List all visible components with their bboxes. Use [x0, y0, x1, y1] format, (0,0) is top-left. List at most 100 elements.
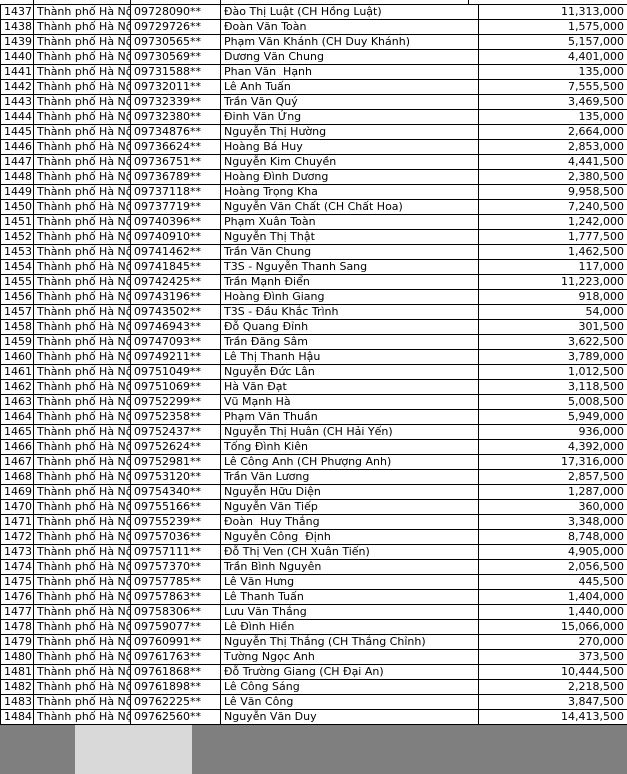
cell-row-number[interactable]: 1463 [0, 394, 34, 410]
cell-phone[interactable]: 09730565** [130, 34, 221, 50]
cell-province[interactable]: Thành phố Hà Nộ [33, 709, 131, 725]
cell-row-number[interactable]: 1465 [0, 424, 34, 440]
cell-province[interactable]: Thành phố Hà Nộ [33, 79, 131, 95]
cell-province[interactable]: Thành phố Hà Nộ [33, 409, 131, 425]
cell-customer-name[interactable]: Phạm Văn Thuần [220, 409, 479, 425]
cell-row-number[interactable]: 1455 [0, 274, 34, 290]
cell-amount[interactable]: 301,500 [478, 319, 627, 335]
cell-amount[interactable]: 936,000 [478, 424, 627, 440]
cell-row-number[interactable]: 1470 [0, 499, 34, 515]
cell-phone[interactable]: 09743502** [130, 304, 221, 320]
cell-row-number[interactable]: 1437 [0, 4, 34, 20]
cell-customer-name[interactable]: Đinh Văn Ứng [220, 109, 479, 125]
cell-phone[interactable]: 09761763** [130, 649, 221, 665]
cell-phone[interactable]: 09734876** [130, 124, 221, 140]
cell-phone[interactable]: 09736624** [130, 139, 221, 155]
cell-phone[interactable]: 09741845** [130, 259, 221, 275]
cell-amount[interactable]: 14,413,500 [478, 709, 627, 725]
cell-row-number[interactable]: 1476 [0, 589, 34, 605]
cell-row-number[interactable]: 1471 [0, 514, 34, 530]
cell-row-number[interactable]: 1472 [0, 529, 34, 545]
cell-phone[interactable]: 09762560** [130, 709, 221, 725]
cell-customer-name[interactable]: Dương Văn Chung [220, 49, 479, 65]
cell-phone[interactable]: 09729726** [130, 19, 221, 35]
cell-row-number[interactable]: 1483 [0, 694, 34, 710]
cell-province[interactable]: Thành phố Hà Nộ [33, 214, 131, 230]
cell-row-number[interactable]: 1438 [0, 19, 34, 35]
cell-phone[interactable]: 09752299** [130, 394, 221, 410]
cell-phone[interactable]: 09742425** [130, 274, 221, 290]
cell-amount[interactable]: 1,287,000 [478, 484, 627, 500]
cell-phone[interactable]: 09752624** [130, 439, 221, 455]
cell-province[interactable]: Thành phố Hà Nộ [33, 529, 131, 545]
cell-customer-name[interactable]: Hoàng Đình Dương [220, 169, 479, 185]
cell-phone[interactable]: 09754340** [130, 484, 221, 500]
cell-row-number[interactable]: 1473 [0, 544, 34, 560]
cell-phone[interactable]: 09759077** [130, 619, 221, 635]
cell-phone[interactable]: 09732011** [130, 79, 221, 95]
cell-customer-name[interactable]: Phạm Văn Khánh (CH Duy Khánh) [220, 34, 479, 50]
cell-amount[interactable]: 117,000 [478, 259, 627, 275]
cell-province[interactable]: Thành phố Hà Nộ [33, 574, 131, 590]
cell-amount[interactable]: 5,949,000 [478, 409, 627, 425]
cell-province[interactable]: Thành phố Hà Nộ [33, 349, 131, 365]
cell-amount[interactable]: 135,000 [478, 109, 627, 125]
cell-phone[interactable]: 09732380** [130, 109, 221, 125]
cell-province[interactable]: Thành phố Hà Nộ [33, 94, 131, 110]
cell-row-number[interactable]: 1442 [0, 79, 34, 95]
cell-customer-name[interactable]: Nguyễn Hữu Diện [220, 484, 479, 500]
cell-province[interactable]: Thành phố Hà Nộ [33, 589, 131, 605]
cell-phone[interactable]: 09751049** [130, 364, 221, 380]
cell-row-number[interactable]: 1479 [0, 634, 34, 650]
cell-province[interactable]: Thành phố Hà Nộ [33, 364, 131, 380]
cell-customer-name[interactable]: Nguyễn Kim Chuyền [220, 154, 479, 170]
cell-province[interactable]: Thành phố Hà Nộ [33, 604, 131, 620]
cell-phone[interactable]: 09737118** [130, 184, 221, 200]
cell-province[interactable]: Thành phố Hà Nộ [33, 334, 131, 350]
cell-customer-name[interactable]: Hoàng Trọng Kha [220, 184, 479, 200]
cell-amount[interactable]: 1,462,500 [478, 244, 627, 260]
cell-row-number[interactable]: 1447 [0, 154, 34, 170]
cell-amount[interactable]: 1,575,000 [478, 19, 627, 35]
cell-phone[interactable]: 09746943** [130, 319, 221, 335]
cell-amount[interactable]: 3,118,500 [478, 379, 627, 395]
cell-province[interactable]: Thành phố Hà Nộ [33, 499, 131, 515]
cell-phone[interactable]: 09760991** [130, 634, 221, 650]
cell-phone[interactable]: 09743196** [130, 289, 221, 305]
cell-customer-name[interactable]: Lê Công Sáng [220, 679, 479, 695]
cell-customer-name[interactable]: Nguyễn Công Định [220, 529, 479, 545]
cell-phone[interactable]: 09757111** [130, 544, 221, 560]
cell-phone[interactable]: 09755166** [130, 499, 221, 515]
cell-row-number[interactable]: 1480 [0, 649, 34, 665]
cell-row-number[interactable]: 1468 [0, 469, 34, 485]
cell-row-number[interactable]: 1446 [0, 139, 34, 155]
cell-phone[interactable]: 09757785** [130, 574, 221, 590]
cell-row-number[interactable]: 1469 [0, 484, 34, 500]
cell-amount[interactable]: 4,905,000 [478, 544, 627, 560]
cell-province[interactable]: Thành phố Hà Nộ [33, 394, 131, 410]
cell-province[interactable]: Thành phố Hà Nộ [33, 19, 131, 35]
cell-customer-name[interactable]: T3S - Đầu Khắc Trình [220, 304, 479, 320]
cell-province[interactable]: Thành phố Hà Nộ [33, 649, 131, 665]
cell-amount[interactable]: 4,441,500 [478, 154, 627, 170]
cell-province[interactable]: Thành phố Hà Nộ [33, 304, 131, 320]
cell-province[interactable]: Thành phố Hà Nộ [33, 199, 131, 215]
cell-amount[interactable]: 2,056,500 [478, 559, 627, 575]
cell-phone[interactable]: 09752981** [130, 454, 221, 470]
cell-customer-name[interactable]: Nguyễn Thị Thắng (CH Thắng Chỉnh) [220, 634, 479, 650]
cell-phone[interactable]: 09747093** [130, 334, 221, 350]
cell-customer-name[interactable]: Nguyễn Thị Hường [220, 124, 479, 140]
cell-province[interactable]: Thành phố Hà Nộ [33, 559, 131, 575]
cell-phone[interactable]: 09736789** [130, 169, 221, 185]
cell-amount[interactable]: 7,555,500 [478, 79, 627, 95]
cell-amount[interactable]: 3,622,500 [478, 334, 627, 350]
cell-amount[interactable]: 1,012,500 [478, 364, 627, 380]
cell-amount[interactable]: 9,958,500 [478, 184, 627, 200]
cell-phone[interactable]: 09740396** [130, 214, 221, 230]
cell-phone[interactable]: 09752437** [130, 424, 221, 440]
cell-customer-name[interactable]: Lê Văn Hưng [220, 574, 479, 590]
cell-province[interactable]: Thành phố Hà Nộ [33, 124, 131, 140]
cell-province[interactable]: Thành phố Hà Nộ [33, 484, 131, 500]
cell-phone[interactable]: 09740910** [130, 229, 221, 245]
cell-customer-name[interactable]: Lê Thanh Tuấn [220, 589, 479, 605]
